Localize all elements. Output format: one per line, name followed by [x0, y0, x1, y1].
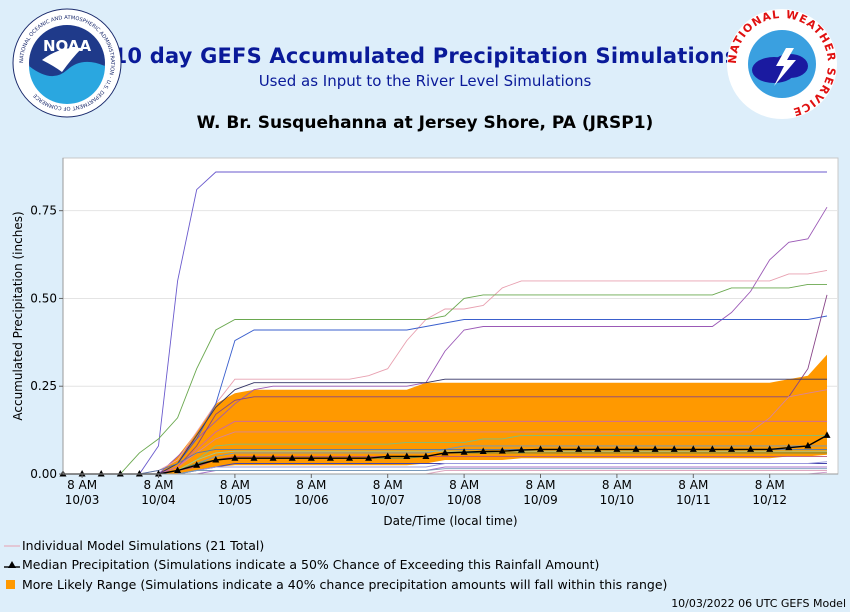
median-point	[708, 445, 716, 452]
median-point	[307, 454, 315, 461]
legend-range-label: More Likely Range (Simulations indicate …	[22, 577, 668, 592]
legend-range-swatch	[6, 580, 15, 589]
median-point	[97, 470, 105, 477]
median-point	[441, 448, 449, 456]
median-point	[174, 466, 182, 473]
median-point	[804, 441, 812, 449]
median-point	[632, 445, 640, 452]
median-point	[747, 445, 755, 452]
simulation-line-18	[63, 468, 827, 475]
simulation-line-1	[63, 171, 827, 475]
legend-median-label: Median Precipitation (Simulations indica…	[22, 557, 600, 572]
median-point	[613, 445, 621, 452]
x-tick-label-time: 8 AM	[373, 478, 403, 492]
simulation-line-17	[63, 455, 827, 475]
chart-subtitle: Used as Input to the River Level Simulat…	[258, 72, 592, 90]
legend-median-swatch	[4, 561, 20, 568]
simulation-line-8	[63, 389, 828, 475]
y-tick-label: 0.00	[30, 467, 57, 481]
x-tick-label-date: 10/04	[141, 493, 176, 507]
median-point	[766, 445, 774, 452]
y-tick-label: 0.25	[30, 379, 57, 393]
legend-individual-label: Individual Model Simulations (21 Total)	[22, 538, 265, 553]
median-line	[59, 431, 831, 477]
x-tick-label-date: 10/12	[752, 493, 787, 507]
median-point	[785, 443, 793, 451]
median-point	[575, 445, 583, 452]
median-point	[346, 454, 353, 461]
legend-line-swatch	[4, 545, 20, 547]
chart-title: 10 day GEFS Accumulated Precipitation Si…	[112, 44, 738, 68]
x-tick-label-time: 8 AM	[296, 478, 326, 492]
location-title: W. Br. Susquehanna at Jersey Shore, PA (…	[196, 113, 654, 133]
median-point	[422, 452, 430, 459]
median-point	[250, 454, 258, 461]
x-tick-label-time: 8 AM	[67, 478, 97, 492]
median-point	[384, 452, 392, 459]
noaa-logo-text: NOAA	[43, 37, 92, 55]
x-tick-label-time: 8 AM	[755, 478, 785, 492]
noaa-logo: NOAA NATIONAL OCEANIC AND ATMOSPHERIC AD…	[12, 8, 122, 118]
median-point	[479, 447, 487, 455]
median-point	[231, 454, 239, 461]
simulation-line-9	[63, 420, 827, 475]
median-point	[193, 461, 201, 468]
x-tick-label-time: 8 AM	[602, 478, 632, 492]
median-point	[517, 446, 525, 453]
median-point	[365, 454, 373, 461]
x-tick-label-date: 10/06	[294, 493, 329, 507]
x-tick-label-date: 10/05	[218, 493, 253, 507]
median-point	[823, 431, 831, 438]
x-tick-label-time: 8 AM	[143, 478, 173, 492]
x-tick-label-time: 8 AM	[449, 478, 479, 492]
median-point	[498, 447, 506, 454]
model-run-footer: 10/03/2022 06 UTC GEFS Model	[671, 597, 846, 610]
median-point	[116, 470, 124, 477]
x-tick-label-date: 10/10	[600, 493, 635, 507]
simulation-line-3	[63, 269, 828, 475]
median-point	[326, 454, 334, 461]
x-axis-label: Date/Time (local time)	[383, 514, 517, 528]
median-point	[403, 452, 411, 459]
x-tick-label-date: 10/07	[370, 493, 405, 507]
median-point	[556, 445, 564, 452]
x-tick-label-time: 8 AM	[220, 478, 250, 492]
median-point	[594, 445, 602, 452]
median-point	[689, 445, 697, 452]
median-point	[670, 445, 678, 452]
x-tick-label-date: 10/08	[447, 493, 482, 507]
nws-logo: NATIONAL WEATHER SERVICE	[726, 8, 837, 119]
simulation-line-7	[63, 378, 827, 475]
simulation-line-4	[63, 283, 827, 475]
median-point	[728, 445, 735, 452]
median-point	[460, 448, 468, 455]
x-tick-label-date: 10/09	[523, 493, 558, 507]
x-tick-label-time: 8 AM	[678, 478, 708, 492]
x-tick-label-date: 10/03	[65, 493, 100, 507]
x-tick-label-date: 10/11	[676, 493, 711, 507]
median-point	[135, 470, 143, 477]
x-tick-label-time: 8 AM	[525, 478, 555, 492]
median-point	[651, 445, 659, 452]
y-tick-label: 0.50	[30, 291, 57, 305]
simulation-line-5	[63, 315, 828, 475]
median-point	[269, 454, 277, 461]
median-point	[155, 470, 162, 477]
median-point	[78, 470, 86, 477]
simulation-line-6	[63, 294, 828, 475]
median-point	[212, 455, 220, 463]
y-axis-label: Accumulated Precipitation (inches)	[11, 211, 25, 420]
y-tick-label: 0.75	[30, 204, 57, 218]
median-point	[537, 445, 544, 452]
median-point	[288, 454, 296, 461]
